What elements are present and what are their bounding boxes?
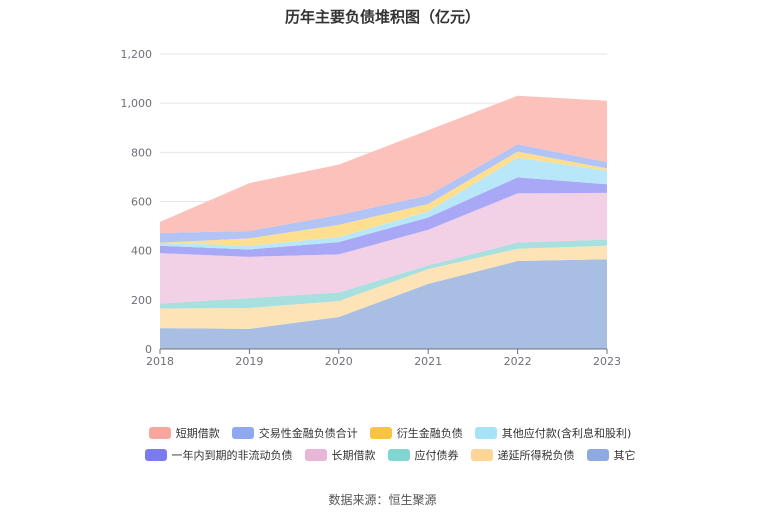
x-tick-label: 2023 xyxy=(593,355,621,368)
legend-item[interactable]: 其它 xyxy=(586,447,636,463)
legend-row: 一年内到期的非流动负债 长期借款 应付债券 递延所得税负债 其它 xyxy=(140,444,640,466)
y-tick-label: 1,000 xyxy=(121,97,153,110)
y-tick-label: 400 xyxy=(131,245,152,258)
legend-swatch xyxy=(304,449,327,461)
y-tick-label: 200 xyxy=(131,294,152,307)
area-series xyxy=(160,239,607,309)
x-tick-label: 2018 xyxy=(146,355,174,368)
area-series xyxy=(160,177,607,257)
x-tick-label: 2021 xyxy=(414,355,442,368)
x-tick-label: 2022 xyxy=(504,355,532,368)
legend-item[interactable]: 衍生金融负债 xyxy=(369,425,463,441)
legend-swatch xyxy=(470,449,493,461)
area-series xyxy=(160,144,607,243)
y-tick-label: 800 xyxy=(131,146,152,159)
legend-swatch xyxy=(474,427,497,439)
area-series xyxy=(160,95,607,233)
legend-item[interactable]: 长期借款 xyxy=(304,447,376,463)
legend-label: 交易性金融负债合计 xyxy=(258,427,358,440)
legend-label: 递延所得税负债 xyxy=(497,449,575,462)
x-tick-label: 2019 xyxy=(235,355,263,368)
data-source-note: 数据来源：恒生聚源 xyxy=(328,493,437,507)
legend-label: 一年内到期的非流动负债 xyxy=(171,449,293,462)
legend-item[interactable]: 一年内到期的非流动负债 xyxy=(144,447,293,463)
legend-label: 应付债券 xyxy=(414,449,459,462)
legend-label: 衍生金融负债 xyxy=(396,427,463,440)
area-series xyxy=(160,151,607,246)
chart-title: 历年主要负债堆积图（亿元） xyxy=(284,8,480,26)
legend-label: 长期借款 xyxy=(331,449,376,462)
legend-swatch xyxy=(369,427,392,439)
x-tick-label: 2020 xyxy=(325,355,353,368)
area-series xyxy=(160,259,607,349)
legend-swatch xyxy=(586,449,609,461)
chart-legend: 短期借款 交易性金融负债合计 衍生金融负债 其他应付款(含利息和股利) 一年内到期的非… xyxy=(140,422,640,466)
legend-swatch xyxy=(387,449,410,461)
legend-item[interactable]: 交易性金融负债合计 xyxy=(231,425,358,441)
legend-item[interactable]: 应付债券 xyxy=(387,447,459,463)
area-series xyxy=(160,192,607,304)
legend-item[interactable]: 其他应付款(含利息和股利) xyxy=(474,425,632,441)
legend-label: 其它 xyxy=(613,449,636,462)
legend-row: 短期借款 交易性金融负债合计 衍生金融负债 其他应付款(含利息和股利) xyxy=(140,422,640,444)
legend-label: 其他应付款(含利息和股利) xyxy=(501,427,632,440)
area-series xyxy=(160,245,607,329)
legend-label: 短期借款 xyxy=(175,427,220,440)
y-tick-label: 1,200 xyxy=(121,48,153,61)
area-series xyxy=(160,157,607,250)
legend-swatch xyxy=(231,427,254,439)
y-tick-label: 600 xyxy=(131,196,152,209)
legend-swatch xyxy=(148,427,171,439)
legend-item[interactable]: 递延所得税负债 xyxy=(470,447,575,463)
legend-item[interactable]: 短期借款 xyxy=(148,425,220,441)
y-tick-label: 0 xyxy=(145,343,152,356)
legend-swatch xyxy=(144,449,167,461)
